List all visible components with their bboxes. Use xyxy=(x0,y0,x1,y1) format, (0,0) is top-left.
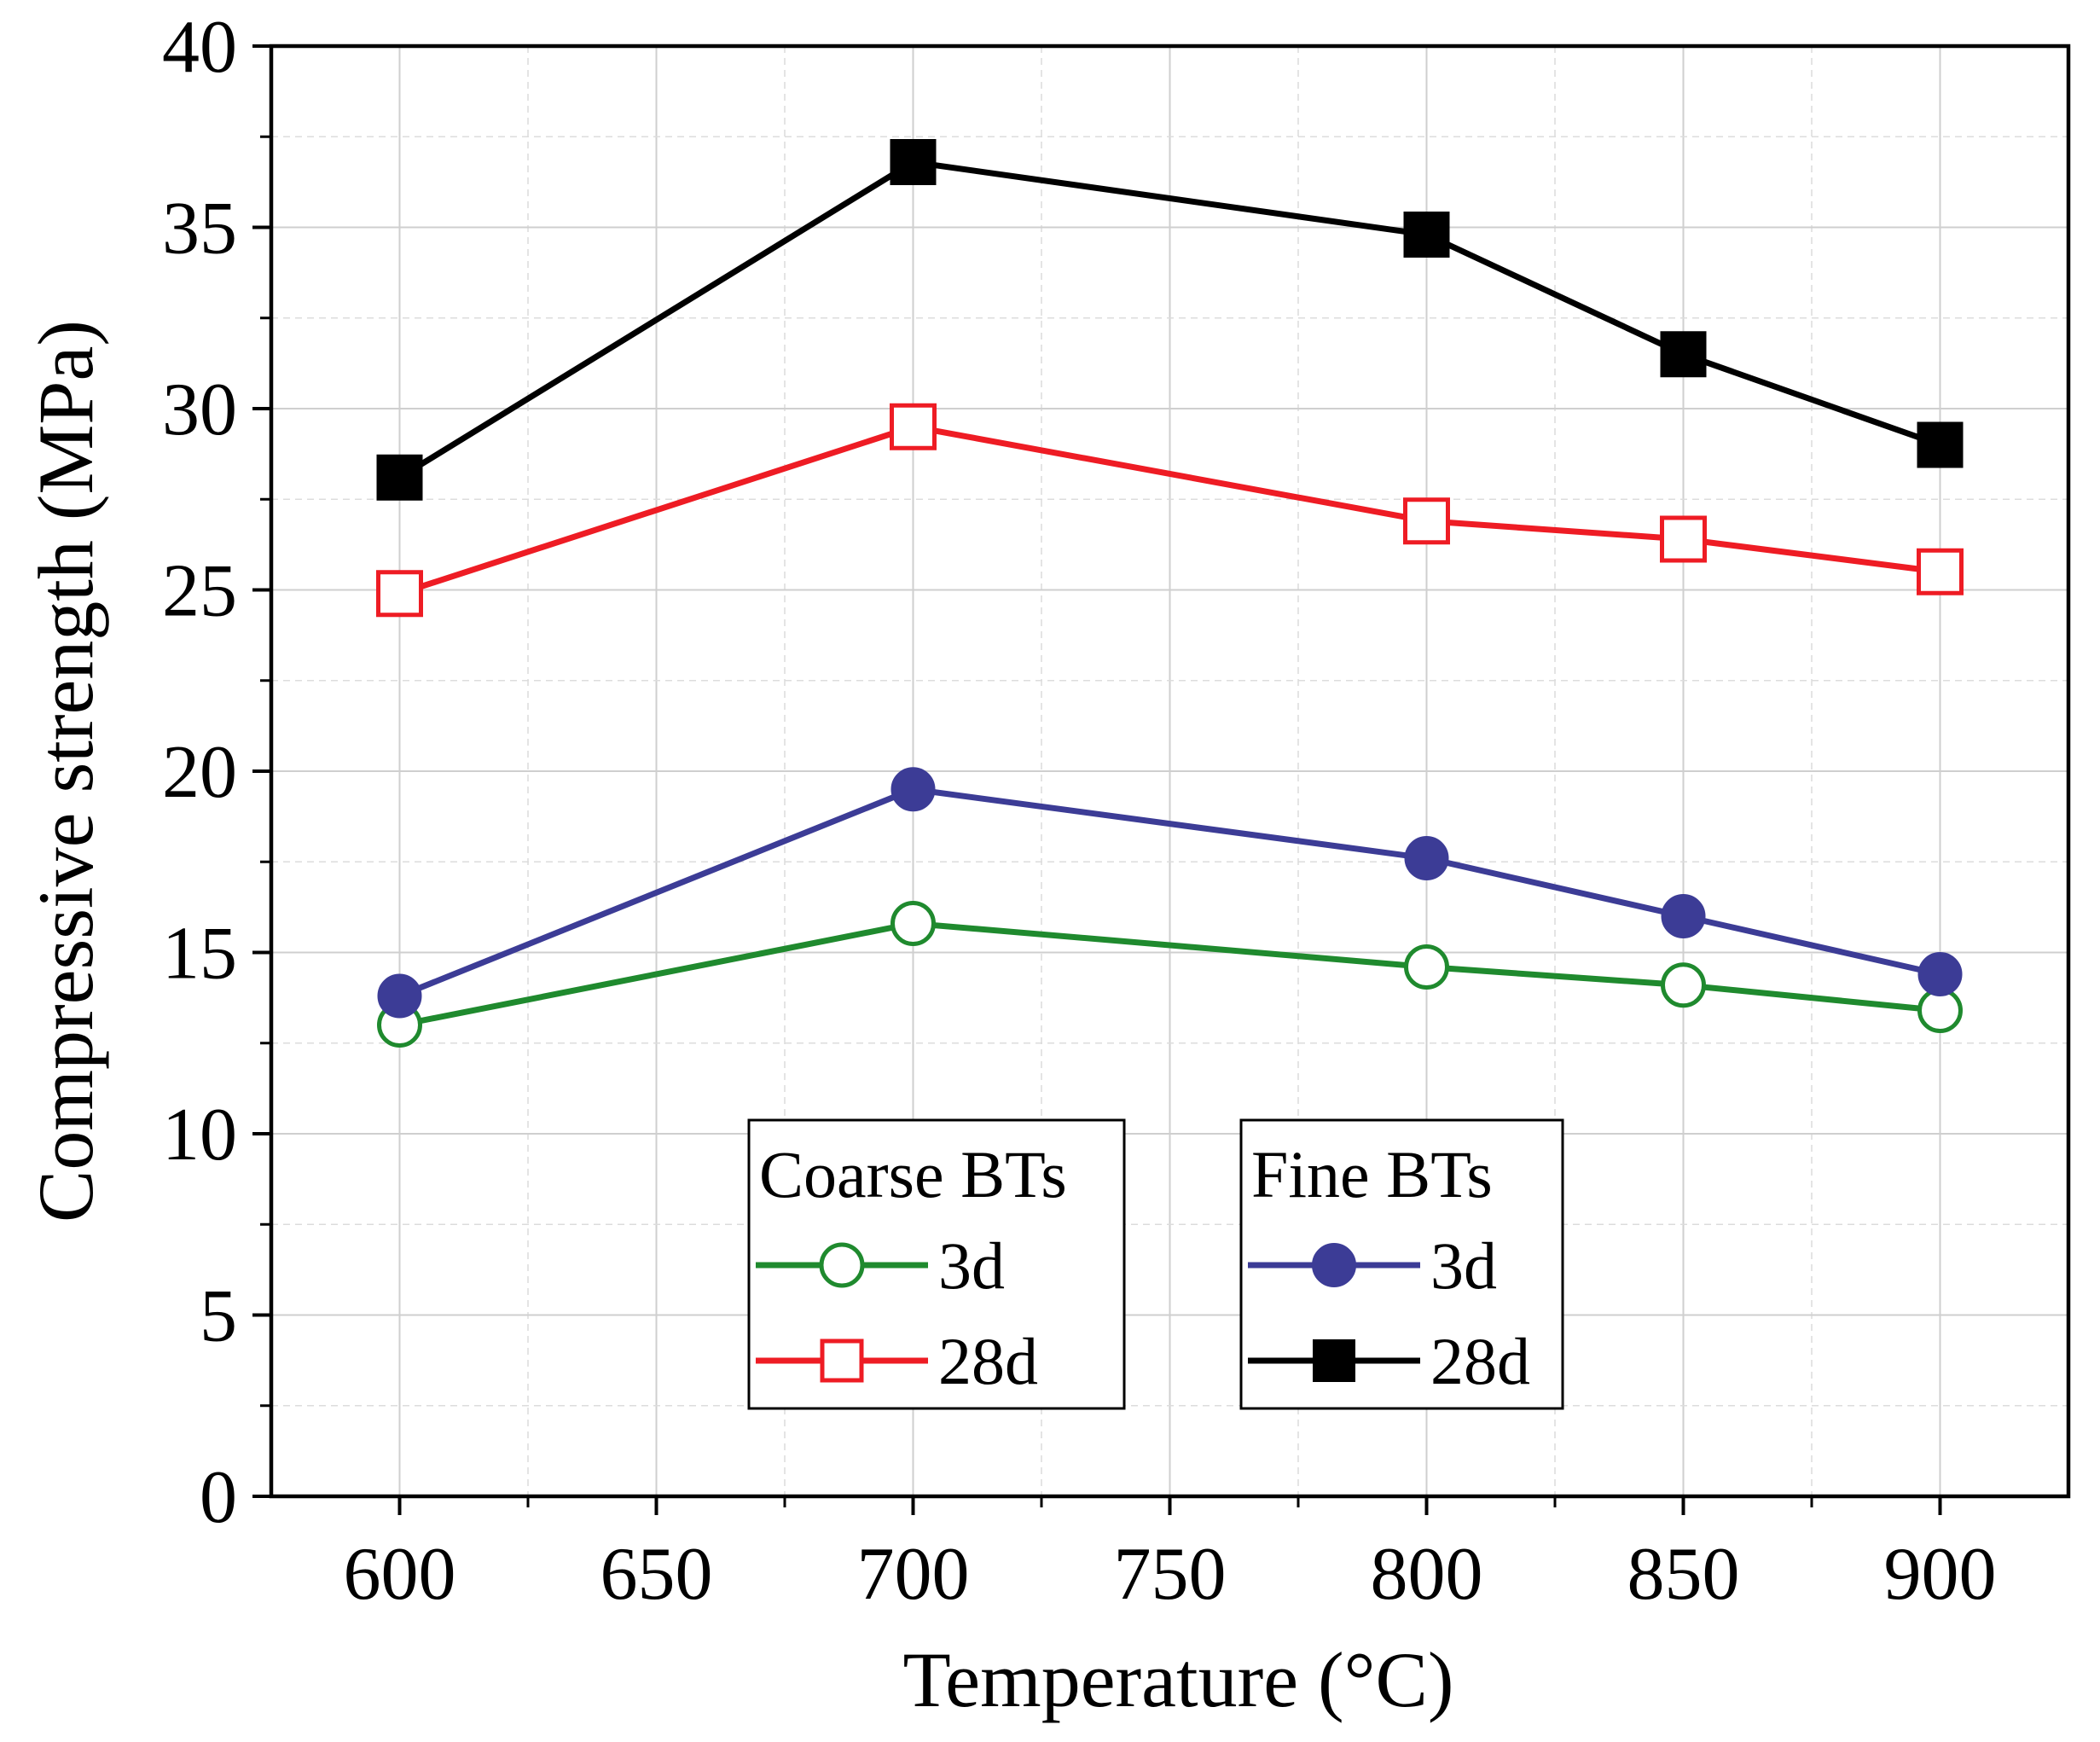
y-tick-label: 30 xyxy=(162,369,237,451)
data-point-coarse-3d xyxy=(1661,962,1706,1008)
legend: Coarse BTs 3d 28d Fine BTs 3d 28d xyxy=(747,1118,1564,1410)
y-tick-label: 10 xyxy=(162,1094,237,1176)
data-point-fine-3d xyxy=(1917,952,1963,996)
data-point-fine-28d xyxy=(1917,421,1964,468)
legend-entry-label: 3d xyxy=(938,1228,1005,1303)
x-tick-label: 650 xyxy=(600,1533,713,1616)
legend-group-coarse: Coarse BTs 3d 28d xyxy=(747,1118,1126,1410)
x-tick-label: 700 xyxy=(857,1533,970,1616)
legend-marker xyxy=(1312,1243,1356,1287)
x-tick-label: 800 xyxy=(1371,1533,1483,1616)
y-tick-label: 40 xyxy=(162,6,237,89)
legend-marker xyxy=(819,1242,865,1288)
x-tick-label: 750 xyxy=(1114,1533,1227,1616)
y-tick-label: 5 xyxy=(200,1275,237,1358)
data-point-fine-28d xyxy=(890,139,937,185)
legend-group-fine: Fine BTs 3d 28d xyxy=(1239,1118,1564,1410)
legend-group-title: Fine BTs xyxy=(1251,1137,1493,1211)
data-point-fine-28d xyxy=(1403,212,1450,258)
y-tick-label: 0 xyxy=(200,1456,237,1539)
x-tick-label: 600 xyxy=(344,1533,456,1616)
data-point-fine-3d xyxy=(377,973,422,1019)
legend-marker xyxy=(820,1338,864,1383)
series-layer xyxy=(376,139,1964,1048)
data-point-coarse-3d xyxy=(890,901,936,946)
series-coarse-28d xyxy=(376,403,1964,618)
series-fine-3d xyxy=(377,767,1963,1019)
data-point-fine-28d xyxy=(376,454,423,501)
data-point-fine-28d xyxy=(1660,331,1707,378)
data-point-coarse-28d xyxy=(1403,497,1450,545)
y-tick-label: 35 xyxy=(162,188,237,270)
y-tick-label: 20 xyxy=(162,731,237,814)
grid-lines xyxy=(271,45,2068,1497)
data-point-coarse-28d xyxy=(1917,548,1964,595)
x-tick-label: 850 xyxy=(1627,1533,1740,1616)
x-axis-title: Temperature (°C) xyxy=(903,1636,1454,1723)
series-fine-28d xyxy=(376,139,1964,501)
legend-entry-label: 28d xyxy=(938,1324,1038,1398)
y-tick-label: 25 xyxy=(162,550,237,633)
legend-marker xyxy=(1313,1339,1355,1382)
legend-group-title: Coarse BTs xyxy=(759,1137,1067,1211)
legend-entry-label: 28d xyxy=(1430,1324,1530,1398)
x-tick-label: 900 xyxy=(1884,1533,1997,1616)
data-point-fine-3d xyxy=(890,767,936,812)
y-tick-label: 15 xyxy=(162,913,237,996)
axes: 600 650 700 750 800 850 900 0 5 10 15 20 25 30 35 40 Tem… xyxy=(22,6,2071,1723)
series-coarse-3d xyxy=(377,901,1963,1048)
legend-entry-label: 3d xyxy=(1430,1228,1497,1303)
data-point-coarse-28d xyxy=(376,570,423,618)
data-point-coarse-28d xyxy=(1660,515,1707,563)
y-axis-title: Compressive strength (MPa) xyxy=(22,320,109,1222)
data-point-coarse-3d xyxy=(1404,944,1449,990)
data-point-coarse-28d xyxy=(890,403,937,450)
data-point-fine-3d xyxy=(1404,836,1449,880)
data-point-fine-3d xyxy=(1661,894,1706,938)
